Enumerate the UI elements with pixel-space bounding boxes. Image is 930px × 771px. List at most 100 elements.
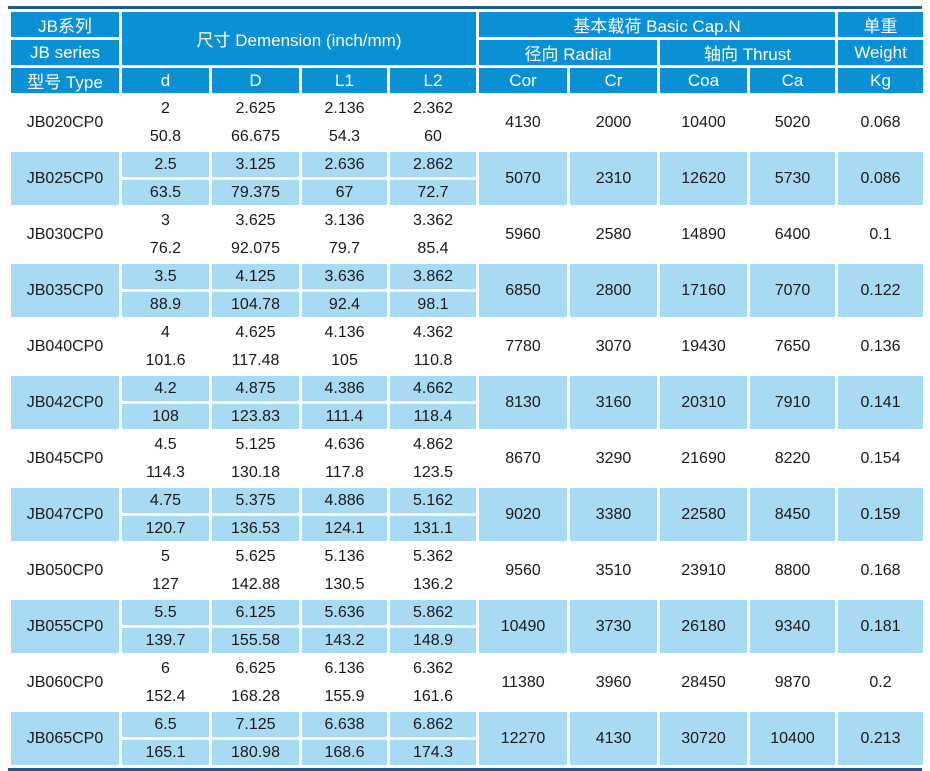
load-Cr-cell: 3380: [570, 488, 657, 541]
dim-L1-inch-cell: 5.136: [302, 544, 387, 569]
load-Ca-cell: 5730: [750, 152, 836, 205]
dim-L1-mm-cell: 105: [302, 348, 387, 373]
load-Cor-cell: 5960: [479, 208, 567, 261]
col-header-D: D: [212, 68, 299, 93]
dim-L2-mm-cell: 60: [390, 124, 476, 149]
load-Cr-cell: 2580: [570, 208, 657, 261]
dim-d-inch-cell: 6: [122, 656, 209, 681]
table-row: 76.2 92.075 79.7 85.4: [11, 236, 923, 261]
load-Coa-cell: 12620: [660, 152, 747, 205]
table-row: 88.9 104.78 92.4 98.1: [11, 292, 923, 317]
dim-L2-mm-cell: 136.2: [390, 572, 476, 597]
weight-kg-cell: 0.213: [838, 712, 924, 765]
type-cell: JB047CP0: [11, 488, 119, 541]
col-header-Ca: Ca: [750, 68, 836, 93]
type-cell: JB055CP0: [11, 600, 119, 653]
dim-d-mm-cell: 63.5: [122, 180, 209, 205]
load-Ca-cell: 8800: [750, 544, 836, 597]
dim-L1-mm-cell: 92.4: [302, 292, 387, 317]
table-row: JB035CP0 3.5 4.125 3.636 3.862 6850 2800 17160 7…: [11, 264, 924, 317]
load-Cr-cell: 3160: [570, 376, 657, 429]
col-header-Cor: Cor: [479, 68, 567, 93]
dim-L1-mm-cell: 67: [302, 180, 387, 205]
dim-L2-inch-cell: 3.362: [390, 208, 476, 233]
dim-d-inch-cell: 2: [122, 96, 209, 121]
dim-L1-inch-cell: 4.886: [302, 488, 387, 513]
dim-d-inch-cell: 4: [122, 320, 209, 345]
table-row: 165.1 180.98 168.6 174.3: [11, 740, 923, 765]
table-row: JB030CP0 3 3.625 3.136 3.362 5960 2580 14890 640…: [11, 208, 924, 261]
load-Cr-cell: 3070: [570, 320, 657, 373]
dim-d-inch-cell: 2.5: [122, 152, 209, 177]
table-row: JB020CP0 2 2.625 2.136 2.362 4130 2000 10400 502…: [11, 96, 924, 149]
dim-L1-mm-cell: 124.1: [302, 516, 387, 541]
dim-D-inch-cell: 5.625: [212, 544, 299, 569]
weight-en-header: Weight: [838, 40, 924, 65]
table-row: JB040CP0 4 4.625 4.136 4.362 7780 3070 19430 765…: [11, 320, 924, 373]
dim-D-inch-cell: 5.375: [212, 488, 299, 513]
dim-L1-mm-cell: 79.7: [302, 236, 387, 261]
load-Coa-cell: 23910: [660, 544, 747, 597]
table-row: JB025CP0 2.5 3.125 2.636 2.862 5070 2310 12620 5…: [11, 152, 924, 205]
dim-L2-inch-cell: 5.862: [390, 600, 476, 625]
dim-d-inch-cell: 4.75: [122, 488, 209, 513]
dim-L2-mm-cell: 110.8: [390, 348, 476, 373]
dim-L2-mm-cell: 85.4: [390, 236, 476, 261]
dim-d-inch-cell: 6.5: [122, 712, 209, 737]
weight-kg-cell: 0.068: [838, 96, 924, 149]
series-cn-header: JB系列: [11, 12, 119, 37]
dim-D-mm-cell: 66.675: [212, 124, 299, 149]
dim-d-inch-cell: 5: [122, 544, 209, 569]
dim-L2-mm-cell: 161.6: [390, 684, 476, 709]
col-header-L2: L2: [390, 68, 476, 93]
header-row-3: 型号 Type d D L1 L2 Cor Cr Coa Ca Kg: [11, 68, 924, 93]
table-row: JB045CP0 4.5 5.125 4.636 4.862 8670 3290 21690 8…: [11, 432, 924, 485]
dim-D-mm-cell: 155.58: [212, 628, 299, 653]
dim-L1-mm-cell: 130.5: [302, 572, 387, 597]
load-Cr-cell: 2310: [570, 152, 657, 205]
load-Cr-cell: 4130: [570, 712, 657, 765]
load-Ca-cell: 7070: [750, 264, 836, 317]
load-Cor-cell: 6850: [479, 264, 567, 317]
dim-d-mm-cell: 120.7: [122, 516, 209, 541]
type-cell: JB042CP0: [11, 376, 119, 429]
dim-d-inch-cell: 4.5: [122, 432, 209, 457]
header-row-2: JB series 径向 Radial 轴向 Thrust Weight: [11, 40, 924, 65]
type-cell: JB025CP0: [11, 152, 119, 205]
load-Coa-cell: 30720: [660, 712, 747, 765]
table-row: JB042CP0 4.2 4.875 4.386 4.662 8130 3160 20310 7…: [11, 376, 924, 429]
load-Coa-cell: 21690: [660, 432, 747, 485]
load-Cr-cell: 3510: [570, 544, 657, 597]
col-header-d: d: [122, 68, 209, 93]
dim-D-mm-cell: 104.78: [212, 292, 299, 317]
dim-L1-mm-cell: 117.8: [302, 460, 387, 485]
load-Ca-cell: 9870: [750, 656, 836, 709]
dim-L2-inch-cell: 5.162: [390, 488, 476, 513]
dimension-header: 尺寸 Demension (inch/mm): [122, 12, 476, 65]
table-row: 120.7 136.53 124.1 131.1: [11, 516, 923, 541]
load-Cor-cell: 9560: [479, 544, 567, 597]
load-Cor-cell: 4130: [479, 96, 567, 149]
weight-kg-cell: 0.2: [838, 656, 924, 709]
dim-L1-inch-cell: 5.636: [302, 600, 387, 625]
weight-kg-cell: 0.1: [838, 208, 924, 261]
dim-D-mm-cell: 130.18: [212, 460, 299, 485]
dim-d-inch-cell: 3.5: [122, 264, 209, 289]
dim-L2-inch-cell: 4.862: [390, 432, 476, 457]
dim-D-inch-cell: 4.125: [212, 264, 299, 289]
table-row: JB060CP0 6 6.625 6.136 6.362 11380 3960 28450 98…: [11, 656, 924, 709]
table-row: 152.4 168.28 155.9 161.6: [11, 684, 923, 709]
type-column-header: 型号 Type: [11, 68, 119, 93]
dim-d-mm-cell: 114.3: [122, 460, 209, 485]
dim-L2-inch-cell: 6.362: [390, 656, 476, 681]
load-Ca-cell: 5020: [750, 96, 836, 149]
dim-D-inch-cell: 6.125: [212, 600, 299, 625]
dim-L1-inch-cell: 3.136: [302, 208, 387, 233]
table-row: 127 142.88 130.5 136.2: [11, 572, 923, 597]
dim-L2-inch-cell: 5.362: [390, 544, 476, 569]
dim-L2-mm-cell: 123.5: [390, 460, 476, 485]
dim-L1-inch-cell: 6.136: [302, 656, 387, 681]
type-cell: JB050CP0: [11, 544, 119, 597]
load-Cr-cell: 3290: [570, 432, 657, 485]
table-row: 108 123.83 111.4 118.4: [11, 404, 923, 429]
